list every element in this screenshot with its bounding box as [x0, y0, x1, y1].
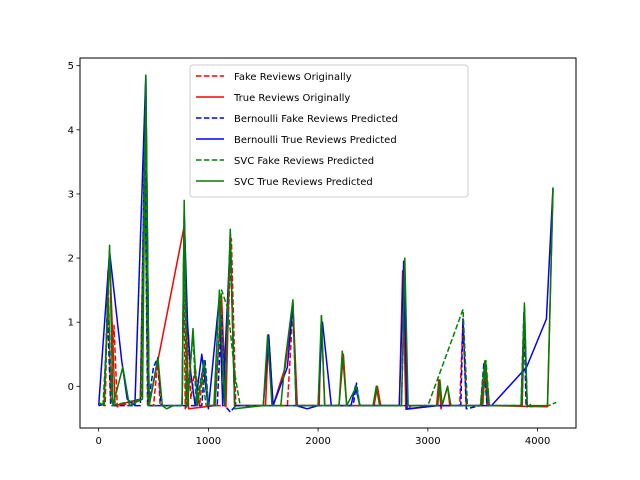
- legend-box: [189, 64, 469, 198]
- x-tick-label-2: 2000: [305, 436, 330, 447]
- x-tick-label-0: 0: [95, 436, 101, 447]
- y-tick-label-5: 5: [68, 61, 74, 72]
- x-tick-label-3: 3000: [415, 436, 440, 447]
- y-tick-label-4: 4: [68, 125, 74, 136]
- y-tick-label-1: 1: [68, 318, 74, 329]
- x-tick-label-1: 1000: [196, 436, 221, 447]
- legend-label-5: SVC True Reviews Predicted: [234, 177, 373, 188]
- x-axis: 0 1000 2000 3000 4000: [95, 428, 550, 447]
- series-line-5: [98, 74, 554, 410]
- legend-label-4: SVC Fake Reviews Predicted: [234, 156, 374, 167]
- y-axis: 0 1 2 3 4 5: [68, 61, 80, 393]
- y-tick-label-0: 0: [68, 382, 74, 393]
- legend-label-3: Bernoulli True Reviews Predicted: [234, 135, 397, 146]
- x-tick-label-4: 4000: [525, 436, 550, 447]
- legend-label-0: Fake Reviews Originally: [234, 72, 352, 83]
- y-tick-label-2: 2: [68, 254, 74, 265]
- plot-frame: [79, 57, 577, 429]
- y-tick-label-3: 3: [68, 189, 74, 200]
- legend-label-2: Bernoulli Fake Reviews Predicted: [234, 114, 398, 125]
- series-layer: [97, 74, 557, 413]
- legend-label-1: True Reviews Originally: [233, 93, 350, 104]
- legend: Fake Reviews Originally True Reviews Orig…: [189, 64, 469, 198]
